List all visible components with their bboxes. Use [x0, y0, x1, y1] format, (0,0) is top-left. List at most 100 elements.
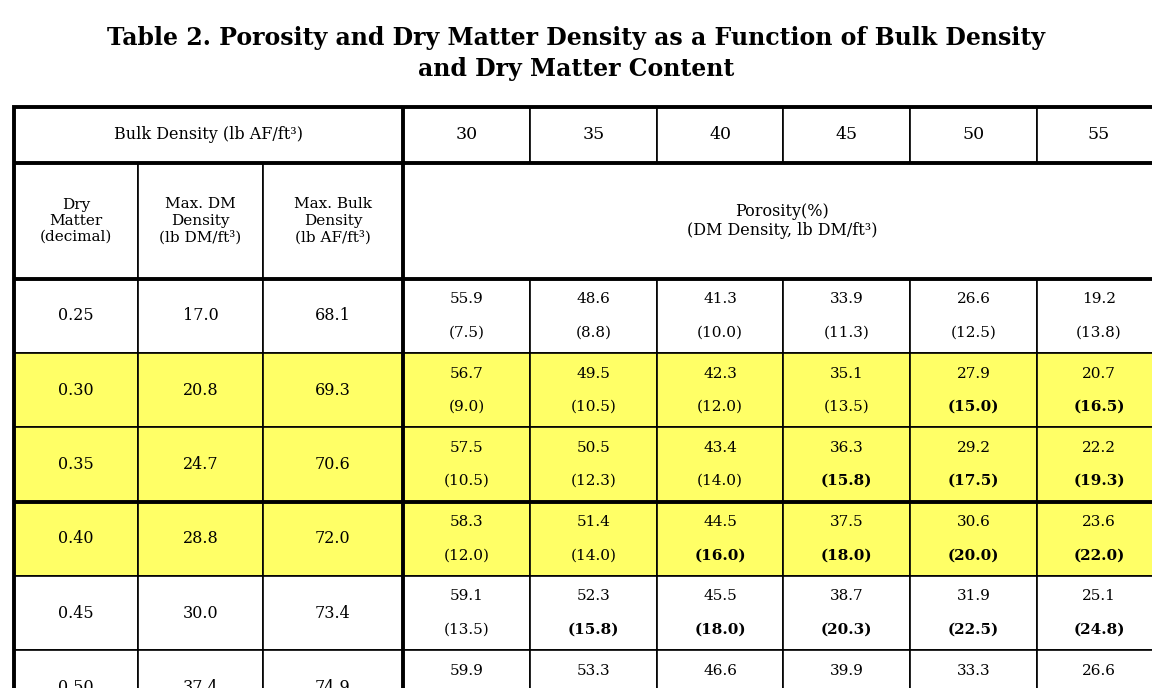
Bar: [138, 279, 263, 353]
Text: 0.40: 0.40: [59, 530, 93, 547]
Text: 24.7: 24.7: [183, 456, 218, 473]
Text: 30.0: 30.0: [183, 605, 218, 621]
Text: 33.3: 33.3: [956, 664, 991, 678]
Bar: [14, 427, 138, 502]
Text: 50: 50: [962, 127, 985, 143]
Text: 20.8: 20.8: [183, 382, 218, 398]
Bar: [263, 576, 403, 650]
Text: 57.5: 57.5: [449, 441, 484, 455]
Text: 23.6: 23.6: [1082, 515, 1116, 529]
Bar: [14, 163, 138, 279]
Bar: [1037, 279, 1152, 353]
Text: 72.0: 72.0: [316, 530, 350, 547]
Bar: [403, 163, 1152, 279]
Bar: [138, 650, 263, 688]
Text: 19.2: 19.2: [1082, 292, 1116, 306]
Bar: [530, 279, 657, 353]
Text: (9.0): (9.0): [448, 400, 485, 413]
Text: (14.0): (14.0): [570, 548, 616, 562]
Text: (10.0): (10.0): [697, 325, 743, 339]
Text: 25.1: 25.1: [1082, 590, 1116, 603]
Text: 39.9: 39.9: [829, 664, 864, 678]
Text: 22.2: 22.2: [1082, 441, 1116, 455]
Text: 29.2: 29.2: [956, 441, 991, 455]
Text: 48.6: 48.6: [576, 292, 611, 306]
Bar: [1037, 502, 1152, 576]
Text: 49.5: 49.5: [576, 367, 611, 380]
Text: 0.25: 0.25: [59, 308, 93, 324]
Bar: [910, 502, 1037, 576]
Bar: [138, 163, 263, 279]
Bar: [657, 279, 783, 353]
Bar: [783, 353, 910, 427]
Bar: [403, 650, 530, 688]
Bar: [403, 576, 530, 650]
Bar: [263, 163, 403, 279]
Bar: [263, 279, 403, 353]
Bar: [910, 279, 1037, 353]
Bar: [783, 650, 910, 688]
Bar: [530, 650, 657, 688]
Text: (13.5): (13.5): [444, 623, 490, 636]
Text: (13.8): (13.8): [1076, 325, 1122, 339]
Bar: [657, 107, 783, 163]
Bar: [14, 353, 138, 427]
Bar: [263, 502, 403, 576]
Bar: [1037, 650, 1152, 688]
Text: 36.3: 36.3: [829, 441, 864, 455]
Text: (15.0): (15.0): [948, 400, 999, 413]
Text: 56.7: 56.7: [449, 367, 484, 380]
Bar: [263, 427, 403, 502]
Text: (19.3): (19.3): [1074, 474, 1124, 488]
Text: (12.0): (12.0): [697, 400, 743, 413]
Text: (12.0): (12.0): [444, 548, 490, 562]
Text: 46.6: 46.6: [703, 664, 737, 678]
Text: (20.0): (20.0): [948, 548, 999, 562]
Text: (16.0): (16.0): [695, 548, 745, 562]
Bar: [14, 576, 138, 650]
Bar: [138, 427, 263, 502]
Text: Bulk Density (lb AF/ft³): Bulk Density (lb AF/ft³): [114, 127, 303, 143]
Bar: [783, 576, 910, 650]
Bar: [403, 279, 530, 353]
Text: (18.0): (18.0): [821, 548, 872, 562]
Bar: [1037, 427, 1152, 502]
Text: Dry
Matter
(decimal): Dry Matter (decimal): [40, 197, 112, 244]
Text: (17.5): (17.5): [948, 474, 999, 488]
Text: 35.1: 35.1: [829, 367, 864, 380]
Bar: [910, 107, 1037, 163]
Text: 53.3: 53.3: [576, 664, 611, 678]
Text: (13.5): (13.5): [824, 400, 870, 413]
Bar: [138, 353, 263, 427]
Text: (10.5): (10.5): [444, 474, 490, 488]
Bar: [1037, 353, 1152, 427]
Bar: [530, 427, 657, 502]
Text: 0.35: 0.35: [58, 456, 94, 473]
Text: 59.1: 59.1: [449, 590, 484, 603]
Bar: [657, 427, 783, 502]
Bar: [403, 427, 530, 502]
Text: (16.5): (16.5): [1074, 400, 1124, 413]
Bar: [14, 650, 138, 688]
Text: 69.3: 69.3: [314, 382, 351, 398]
Text: (18.0): (18.0): [695, 623, 745, 636]
Text: (15.8): (15.8): [568, 623, 619, 636]
Bar: [14, 279, 138, 353]
Text: 30: 30: [455, 127, 478, 143]
Bar: [910, 427, 1037, 502]
Text: (11.3): (11.3): [824, 325, 870, 339]
Text: 31.9: 31.9: [956, 590, 991, 603]
Bar: [910, 650, 1037, 688]
Bar: [657, 502, 783, 576]
Text: 43.4: 43.4: [703, 441, 737, 455]
Bar: [403, 107, 530, 163]
Text: 38.7: 38.7: [829, 590, 864, 603]
Text: Max. Bulk
Density
(lb AF/ft³): Max. Bulk Density (lb AF/ft³): [294, 197, 372, 244]
Text: 58.3: 58.3: [449, 515, 484, 529]
Bar: [783, 279, 910, 353]
Bar: [530, 353, 657, 427]
Text: 40: 40: [708, 127, 732, 143]
Text: 70.6: 70.6: [314, 456, 351, 473]
Text: 30.6: 30.6: [956, 515, 991, 529]
Text: (8.8): (8.8): [575, 325, 612, 339]
